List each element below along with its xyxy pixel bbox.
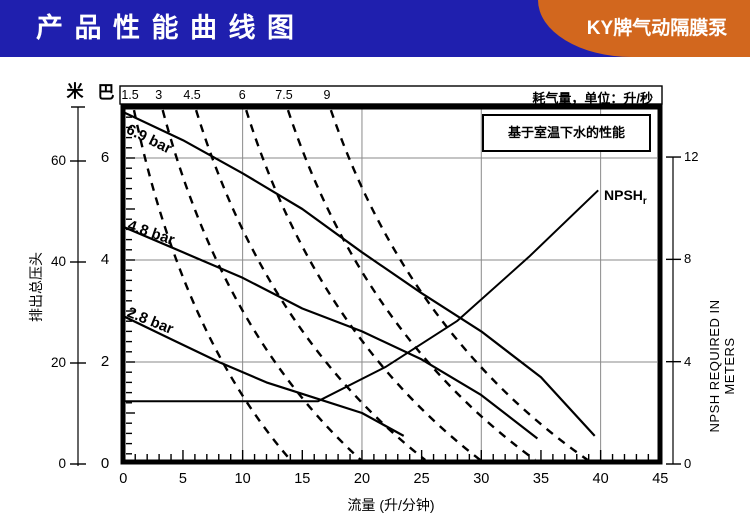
npsh-tick-label: 4 <box>684 353 692 369</box>
air-consumption-curve <box>132 109 292 461</box>
x-tick-label: 5 <box>178 471 187 487</box>
meters-tick-label: 60 <box>50 153 66 168</box>
air-consumption-curve <box>161 109 362 461</box>
head-curve <box>122 225 539 440</box>
air-strip-value: 3 <box>155 88 163 102</box>
x-axis-title: 流量 (升/分钟) <box>347 497 435 513</box>
air-consumption-curve <box>245 109 481 461</box>
air-strip-value: 1.5 <box>121 88 139 102</box>
air-consumption-curve <box>286 109 536 461</box>
bar-tick-label: 0 <box>100 455 110 472</box>
meters-tick-label: 40 <box>50 254 66 269</box>
npsh-tick-label: 12 <box>684 149 699 165</box>
bar-tick-label: 6 <box>100 149 110 166</box>
air-strip-caption: 耗气量，单位：升/秒 <box>532 91 653 106</box>
x-tick-label: 40 <box>592 471 609 487</box>
x-tick-label: 15 <box>294 471 311 487</box>
performance-chart: 米 巴 排出总压头 NPSH REQUIRED IN METERS 流量 (升/… <box>0 57 750 532</box>
x-tick-label: 10 <box>234 471 251 487</box>
x-tick-label: 30 <box>473 471 490 487</box>
info-box-frame <box>482 114 651 152</box>
x-tick-label: 0 <box>119 471 128 487</box>
air-consumption-curve <box>194 109 426 461</box>
head-curve <box>122 315 405 437</box>
air-strip-value: 7.5 <box>275 88 293 102</box>
brand-badge-label: KY牌气动隔膜泵 <box>586 18 728 39</box>
plot-border <box>120 104 663 465</box>
air-strip-value: 9 <box>323 88 331 102</box>
bar-tick-label: 4 <box>100 251 110 268</box>
npsh-tick-label: 0 <box>684 456 692 471</box>
npsh-curve <box>123 189 599 403</box>
y-axis-title-left: 排出总压头 <box>28 252 44 322</box>
y-axis-title-right: NPSH REQUIRED IN METERS <box>707 299 737 433</box>
bar-tick-label: 2 <box>100 353 110 370</box>
air-consumption-curve <box>329 109 589 461</box>
air-strip-box <box>119 85 663 105</box>
x-tick-label: 35 <box>532 471 550 487</box>
curve-label-npshr: NPSHr <box>604 187 647 207</box>
x-tick-label: 25 <box>413 471 430 487</box>
page-title: 产 品 性 能 曲 线 图 <box>36 13 297 43</box>
info-box: 基于室温下水的性能 <box>507 125 625 140</box>
header-banner: 产 品 性 能 曲 线 图 KY牌气动隔膜泵 <box>0 0 750 57</box>
meters-tick-label: 0 <box>58 456 66 471</box>
unit-bar: 巴 <box>97 83 115 102</box>
brand-badge: KY牌气动隔膜泵 <box>538 0 750 57</box>
unit-meters: 米 <box>66 82 84 101</box>
air-strip-value: 6 <box>238 88 246 102</box>
plot-canvas <box>70 85 681 466</box>
head-curve <box>122 111 596 437</box>
air-strip-value: 4.5 <box>183 88 201 102</box>
npsh-tick-label: 8 <box>684 251 692 267</box>
meters-tick-label: 20 <box>50 355 66 370</box>
x-tick-label: 20 <box>353 471 371 487</box>
x-tick-label: 45 <box>652 471 669 487</box>
